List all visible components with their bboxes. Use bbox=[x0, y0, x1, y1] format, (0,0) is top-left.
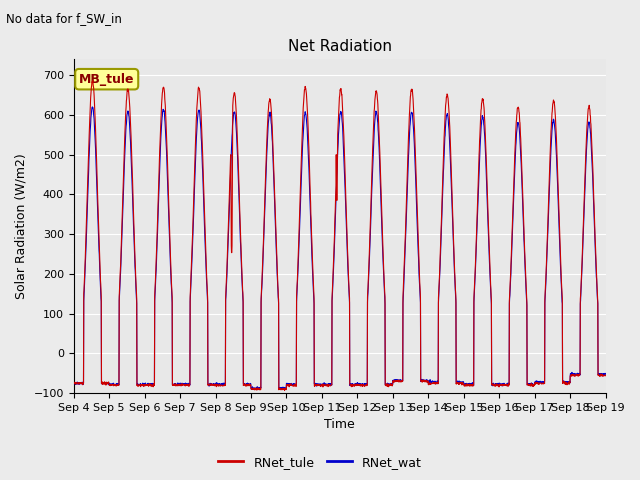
Text: No data for f_SW_in: No data for f_SW_in bbox=[6, 12, 122, 25]
Title: Net Radiation: Net Radiation bbox=[287, 39, 392, 54]
Text: MB_tule: MB_tule bbox=[79, 72, 134, 86]
Legend: RNet_tule, RNet_wat: RNet_tule, RNet_wat bbox=[213, 451, 427, 474]
X-axis label: Time: Time bbox=[324, 419, 355, 432]
Y-axis label: Solar Radiation (W/m2): Solar Radiation (W/m2) bbox=[15, 153, 28, 299]
